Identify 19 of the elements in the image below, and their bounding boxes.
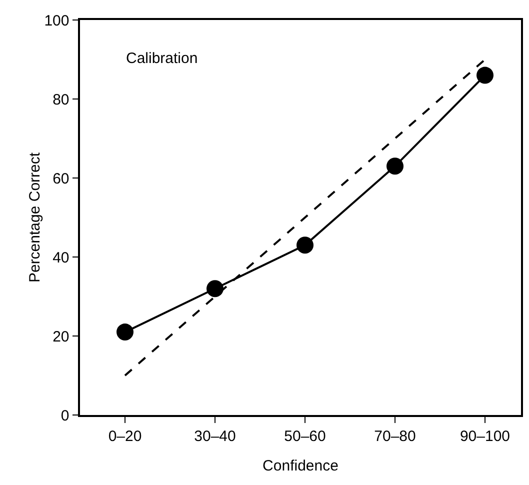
y-tick-label: 100 xyxy=(44,12,70,30)
point xyxy=(206,280,224,298)
y-tick-label: 80 xyxy=(52,91,70,108)
point xyxy=(386,158,404,175)
y-tick-label: 40 xyxy=(52,249,70,266)
annotation: Calibration xyxy=(126,50,198,67)
x-tick-label: 90–100 xyxy=(460,428,510,445)
x-tick-label: 0–20 xyxy=(108,428,142,445)
x-tick-label: 30–40 xyxy=(194,428,236,445)
x-tick-label: 50–60 xyxy=(284,428,326,445)
point xyxy=(476,66,494,84)
y-tick-label: 20 xyxy=(52,328,70,346)
x-axis-title: Confidence xyxy=(262,458,338,474)
point xyxy=(296,236,314,254)
x-tick-label: 70–80 xyxy=(374,428,416,445)
point xyxy=(116,324,134,341)
y-axis-title: Percentage Correct xyxy=(26,152,44,283)
y-tick-label: 60 xyxy=(52,170,70,188)
y-tick-label: 0 xyxy=(60,407,70,424)
